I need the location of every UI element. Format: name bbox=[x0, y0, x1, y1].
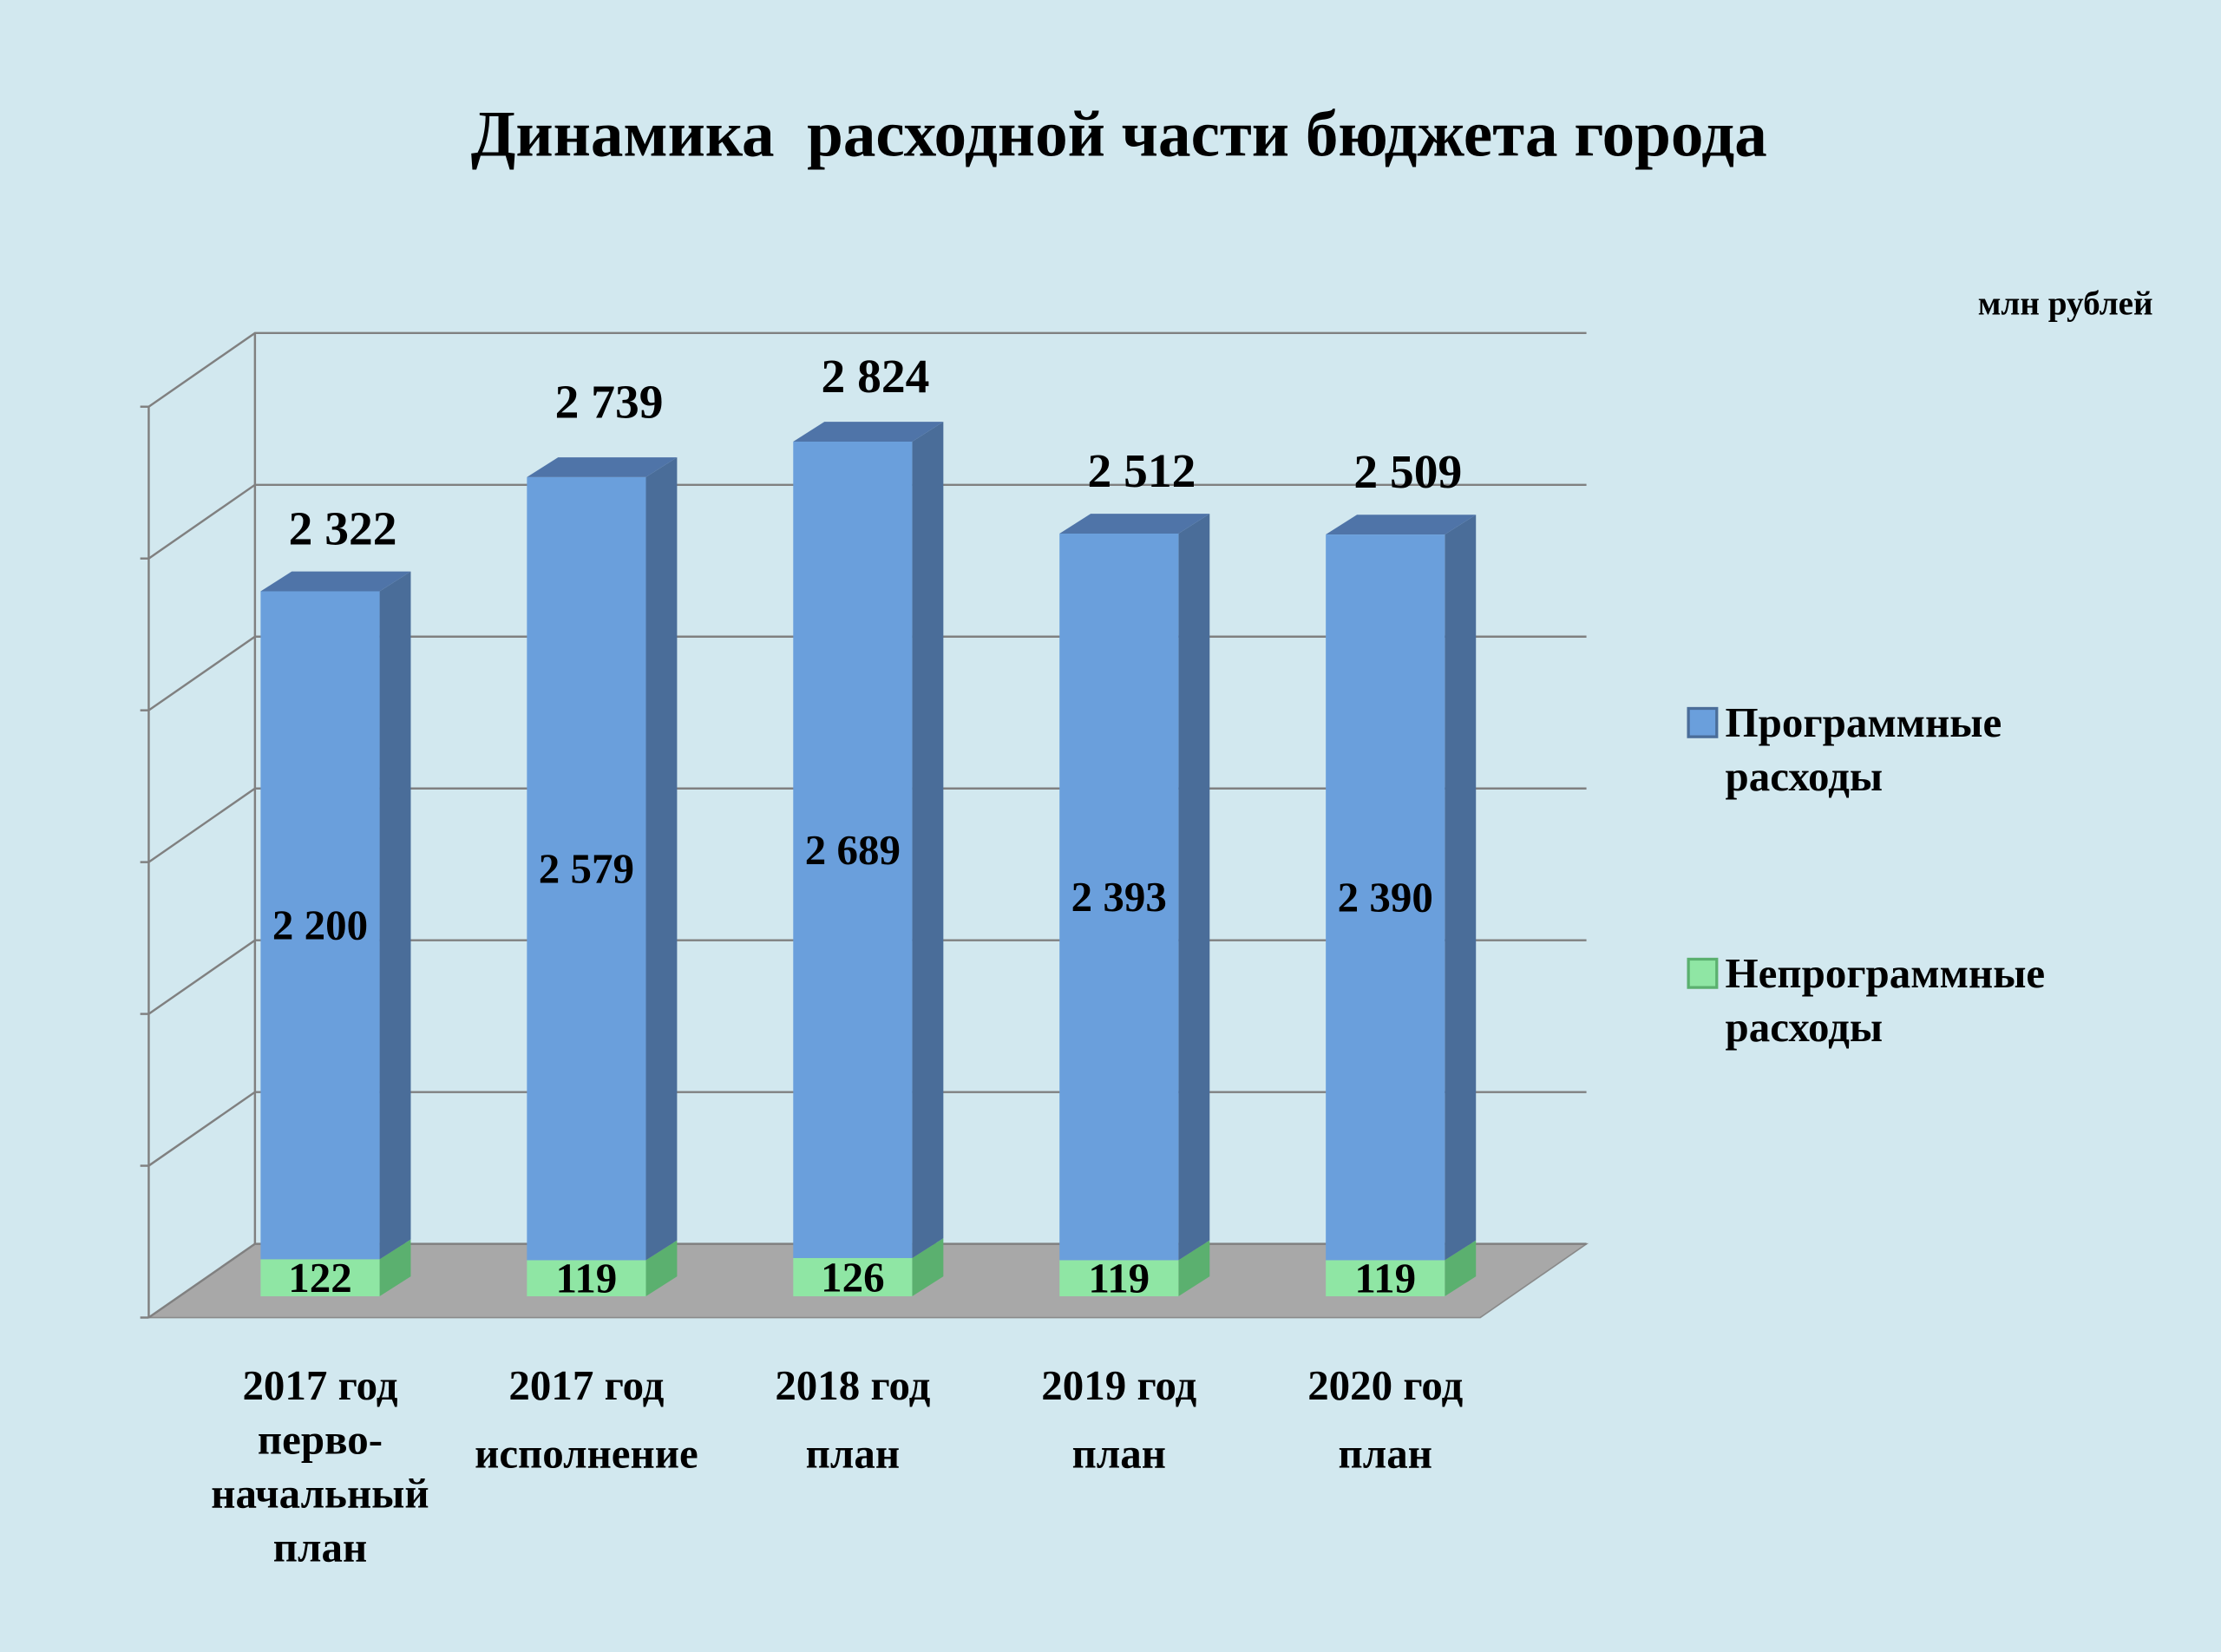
legend-swatch bbox=[1687, 706, 1719, 738]
unit-label: млн рублей bbox=[1978, 285, 2153, 323]
bar bbox=[527, 1260, 646, 1297]
bar bbox=[260, 591, 380, 1260]
bar-side bbox=[645, 1240, 678, 1297]
x-tick-label: план bbox=[806, 1430, 900, 1478]
bar-side bbox=[379, 571, 411, 1260]
bar-top bbox=[527, 457, 678, 477]
bar bbox=[260, 1259, 380, 1297]
bar-side bbox=[1178, 514, 1210, 1261]
data-label: 2 579 bbox=[539, 844, 634, 892]
data-label: 2 393 bbox=[1071, 873, 1167, 921]
total-label: 2 739 bbox=[555, 377, 664, 429]
bar-top bbox=[1059, 514, 1210, 534]
bar-side bbox=[1178, 1240, 1210, 1297]
total-label: 2 824 bbox=[822, 351, 930, 403]
total-label: 2 512 bbox=[1087, 445, 1196, 498]
bar-top bbox=[793, 422, 944, 442]
legend-label: Непрограммные расходы bbox=[1726, 949, 2046, 1051]
x-tick-label: 2020 год bbox=[1307, 1361, 1463, 1409]
bar bbox=[793, 441, 913, 1258]
data-label: 2 689 bbox=[805, 826, 901, 874]
data-label: 2 200 bbox=[272, 901, 368, 949]
data-label: 126 bbox=[821, 1253, 884, 1301]
total-label: 2 322 bbox=[289, 503, 397, 556]
bar-top bbox=[1326, 515, 1477, 535]
total-label: 2 509 bbox=[1353, 446, 1462, 499]
x-tick-label: план bbox=[1339, 1430, 1432, 1478]
data-label: 119 bbox=[556, 1255, 618, 1302]
bar-side bbox=[645, 457, 678, 1261]
data-label: 119 bbox=[1354, 1255, 1416, 1302]
bar bbox=[793, 1257, 913, 1297]
x-tick-label: 2017 год bbox=[242, 1361, 397, 1409]
x-tick-label: 2017 год bbox=[508, 1361, 664, 1409]
bar bbox=[1059, 534, 1179, 1261]
bar bbox=[1326, 534, 1445, 1261]
x-tick-label: исполнение bbox=[475, 1430, 698, 1478]
x-tick-label: перво- bbox=[258, 1415, 383, 1463]
x-tick-label: план bbox=[1072, 1430, 1166, 1478]
chart-title: Динамика расходной части бюджета города bbox=[471, 99, 1767, 171]
x-tick-label: начальный bbox=[211, 1469, 429, 1517]
bar-side bbox=[379, 1239, 411, 1297]
bar bbox=[1326, 1260, 1445, 1297]
bar-top bbox=[260, 571, 411, 592]
bar-side bbox=[1445, 1240, 1477, 1297]
x-tick-label: план bbox=[273, 1523, 367, 1570]
x-tick-label: 2018 год bbox=[775, 1361, 930, 1409]
data-label: 122 bbox=[288, 1254, 351, 1301]
data-label: 2 390 bbox=[1338, 874, 1433, 921]
legend-swatch bbox=[1687, 957, 1719, 989]
bar-side bbox=[1445, 515, 1477, 1261]
data-label: 119 bbox=[1088, 1255, 1150, 1302]
x-tick-label: 2019 год bbox=[1041, 1361, 1196, 1409]
bar-side bbox=[912, 1238, 944, 1297]
bar bbox=[527, 476, 646, 1261]
bar bbox=[1059, 1260, 1179, 1297]
bar-side bbox=[912, 422, 944, 1258]
legend-label: Программные расходы bbox=[1726, 698, 2002, 800]
